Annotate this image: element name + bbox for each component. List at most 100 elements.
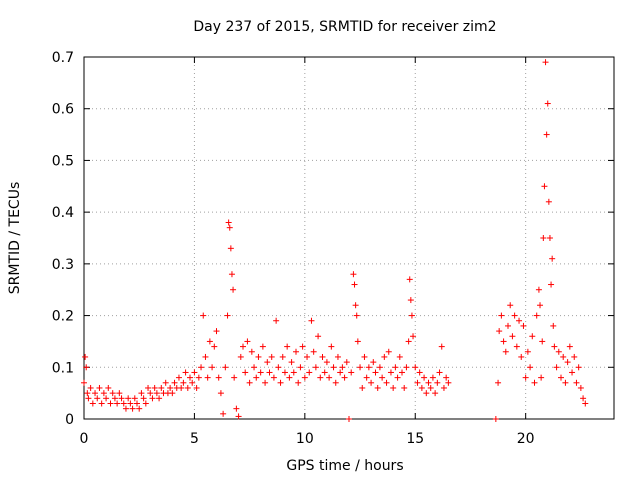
data-point (107, 400, 114, 407)
data-point (370, 359, 377, 366)
data-point (125, 395, 132, 402)
data-point (251, 364, 258, 371)
data-point (438, 343, 445, 350)
data-point (244, 338, 251, 345)
data-point (518, 353, 525, 360)
data-point (339, 364, 346, 371)
data-point (286, 374, 293, 381)
data-point (566, 343, 573, 350)
data-point (537, 302, 544, 309)
data-point (222, 364, 229, 371)
data-point (443, 374, 450, 381)
data-point (310, 348, 317, 355)
y-tick-label: 0.3 (52, 257, 74, 273)
data-point (284, 343, 291, 350)
data-point (365, 364, 372, 371)
data-point (418, 384, 425, 391)
data-point (184, 384, 191, 391)
data-point (127, 400, 134, 407)
data-point (193, 384, 200, 391)
data-point (543, 131, 550, 138)
data-point (259, 343, 266, 350)
data-point (550, 322, 557, 329)
data-point (233, 405, 240, 412)
x-tick-label: 15 (406, 431, 424, 447)
data-point (390, 384, 397, 391)
data-point (100, 390, 107, 397)
data-point (158, 384, 165, 391)
y-axis-label: SRMTID / TECUs (7, 182, 23, 295)
data-point (290, 369, 297, 376)
data-point (109, 390, 116, 397)
data-point (142, 400, 149, 407)
data-point (401, 384, 408, 391)
data-point (416, 369, 423, 376)
data-point (288, 359, 295, 366)
data-point (348, 369, 355, 376)
data-point (262, 379, 269, 386)
data-point (140, 395, 147, 402)
data-point (538, 374, 545, 381)
data-point (558, 374, 564, 381)
data-point (575, 364, 582, 371)
data-point (134, 400, 140, 407)
data-point (399, 369, 405, 376)
data-point (328, 343, 335, 350)
data-point (131, 395, 138, 402)
data-point (350, 271, 357, 278)
data-point (151, 384, 158, 391)
data-point (495, 379, 502, 386)
data-point (273, 317, 280, 324)
data-point (432, 390, 439, 397)
data-point (182, 369, 189, 376)
data-point (312, 364, 319, 371)
data-point (582, 400, 589, 407)
data-point (513, 343, 520, 350)
data-point (385, 348, 392, 355)
data-point (544, 100, 551, 107)
data-point (423, 390, 430, 397)
data-point (145, 384, 152, 391)
data-point (129, 405, 136, 412)
data-point (255, 353, 262, 360)
data-point (498, 312, 505, 319)
y-tick-label: 0.2 (52, 309, 74, 325)
data-point (187, 374, 193, 381)
y-tick-label: 0.6 (52, 102, 74, 118)
data-point (330, 364, 337, 371)
data-point (195, 374, 202, 381)
data-point (359, 384, 366, 391)
data-point (406, 276, 413, 283)
chart-title: Day 237 of 2015, SRMTID for receiver zim… (193, 19, 496, 35)
data-point (425, 379, 432, 386)
data-point (516, 317, 523, 324)
data-point (531, 379, 538, 386)
data-point (169, 390, 176, 397)
data-point (299, 343, 306, 350)
data-point (215, 374, 222, 381)
data-point (92, 390, 99, 397)
data-point (206, 338, 213, 345)
data-point (545, 198, 552, 205)
data-point (553, 364, 560, 371)
data-point (573, 379, 580, 386)
data-point (268, 353, 275, 360)
data-point (275, 364, 282, 371)
data-point (421, 374, 428, 381)
data-point (500, 338, 507, 345)
data-point (326, 374, 333, 381)
data-point (98, 400, 105, 407)
data-point (279, 353, 286, 360)
data-point (502, 348, 509, 355)
data-point (337, 369, 344, 376)
data-point (533, 312, 540, 319)
data-point (394, 374, 401, 381)
data-point (445, 379, 452, 386)
data-point (560, 353, 567, 360)
data-point (541, 183, 548, 190)
x-axis-ticks: 0 5 10 15 20 (80, 57, 535, 447)
data-point (226, 224, 233, 231)
data-point (363, 374, 370, 381)
data-point (147, 390, 154, 397)
